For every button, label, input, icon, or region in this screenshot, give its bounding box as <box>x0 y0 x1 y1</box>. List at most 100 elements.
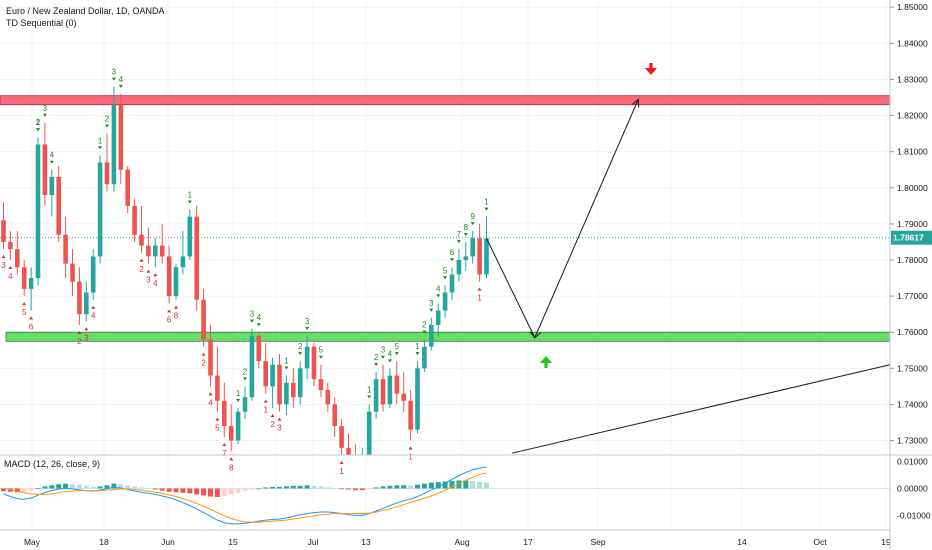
macd-histogram-bar <box>277 486 282 489</box>
candle-body <box>125 169 130 206</box>
time-tick-label: Jun <box>161 537 175 547</box>
td-count-label: 8 <box>464 223 469 232</box>
td-count-label: 4 <box>257 313 262 322</box>
td-marker <box>118 84 123 88</box>
td-marker <box>284 366 289 370</box>
td-marker <box>394 352 399 356</box>
td-marker <box>429 308 434 312</box>
td-marker <box>456 240 461 244</box>
candle-body <box>8 241 13 250</box>
candle-body <box>380 379 386 405</box>
td-marker <box>187 200 192 204</box>
macd-histogram-bar <box>139 487 144 489</box>
td-count-label: 5 <box>319 346 324 355</box>
time-tick-label: 14 <box>737 537 747 547</box>
trendline <box>511 364 891 454</box>
td-count-label: 2 <box>270 420 275 429</box>
price-tick-label: 1.84000 <box>897 38 928 48</box>
time-tick-label: 13 <box>361 537 371 547</box>
td-marker <box>318 355 323 359</box>
td-marker <box>436 294 441 298</box>
td-count-label: 6 <box>167 315 172 324</box>
candle-body <box>284 382 289 405</box>
macd-histogram-bar <box>304 485 310 489</box>
macd-histogram-bar <box>242 488 248 492</box>
macd-title: MACD (12, 26, close, 9) <box>4 459 100 469</box>
candle-body <box>408 400 413 430</box>
candle-body <box>387 375 393 405</box>
td-marker <box>105 124 109 128</box>
td-count-label: 8 <box>229 463 234 472</box>
td-count-label: 1 <box>408 453 413 462</box>
time-tick-label: 15 <box>228 537 238 547</box>
macd-histogram-bar <box>187 488 193 494</box>
td-count-label: 5 <box>22 308 27 317</box>
macd-histogram-bar <box>221 488 227 496</box>
td-marker <box>443 276 448 280</box>
candle-body <box>304 346 310 369</box>
macd-tick-label: 0.01000 <box>897 457 928 467</box>
candle-body <box>394 375 400 394</box>
time-tick-label: Aug <box>454 537 469 547</box>
td-count-label: 2 <box>36 118 41 127</box>
td-count-label: 6 <box>450 248 455 257</box>
price-tick-label: 1.78000 <box>897 255 928 265</box>
candle-body <box>256 335 262 362</box>
macd-histogram-bar <box>290 485 296 489</box>
macd-histogram-bar <box>42 486 48 489</box>
last-price-label <box>891 230 932 245</box>
candle-body <box>449 274 455 293</box>
macd-histogram-bar <box>297 485 303 489</box>
candle-body <box>442 292 448 311</box>
td-marker <box>153 273 158 277</box>
td-count-label: 2 <box>77 337 82 346</box>
price-tick-label: 1.79000 <box>897 219 928 229</box>
macd-histogram-bar <box>366 488 372 490</box>
td-count-label: 1 <box>484 198 489 207</box>
candle-body <box>166 256 172 297</box>
price-tick-label: 1.80000 <box>897 183 928 193</box>
td-count-label: 5 <box>443 266 448 275</box>
td-count-label: 4 <box>436 284 441 293</box>
projection-turn-marker <box>529 331 542 339</box>
candle-body <box>249 335 255 398</box>
candle-body <box>270 364 275 387</box>
td-marker <box>263 399 268 403</box>
price-tick-label: 1.83000 <box>897 74 928 84</box>
candle-body <box>208 339 213 376</box>
macd-histogram-bar <box>401 485 407 489</box>
macd-histogram-bar <box>76 484 82 489</box>
td-marker <box>36 128 40 132</box>
td-marker <box>77 331 82 334</box>
macd-pane <box>0 466 890 525</box>
macd-histogram-bar <box>35 487 41 489</box>
td-marker <box>243 377 247 381</box>
td-marker <box>111 77 116 81</box>
candle-body <box>318 379 324 390</box>
macd-histogram-bar <box>152 488 158 490</box>
td-count-label: 3 <box>305 317 310 326</box>
macd-histogram-bar <box>83 485 89 489</box>
td-marker <box>477 287 482 291</box>
td-count-label: 7 <box>222 449 227 458</box>
last-price-value: 1.78617 <box>893 233 924 243</box>
candle-body <box>263 361 268 387</box>
macd-histogram-bar <box>421 483 427 489</box>
td-count-label: 2 <box>422 320 427 329</box>
macd-histogram-bar <box>194 488 200 495</box>
time-tick-label: 18 <box>99 537 109 547</box>
macd-histogram-bar <box>435 482 441 489</box>
candle-body <box>153 245 158 257</box>
td-count-label: 7 <box>457 230 462 239</box>
td-marker <box>463 232 468 236</box>
macd-histogram-bar <box>477 482 483 489</box>
resistance-zone <box>0 95 891 106</box>
td-count-label: 1 <box>98 136 103 145</box>
macd-histogram-bar <box>249 488 255 490</box>
candle-body <box>56 176 61 235</box>
td-count-label: 3 <box>146 276 151 285</box>
candle-body <box>346 447 351 455</box>
candle-body <box>470 238 475 257</box>
